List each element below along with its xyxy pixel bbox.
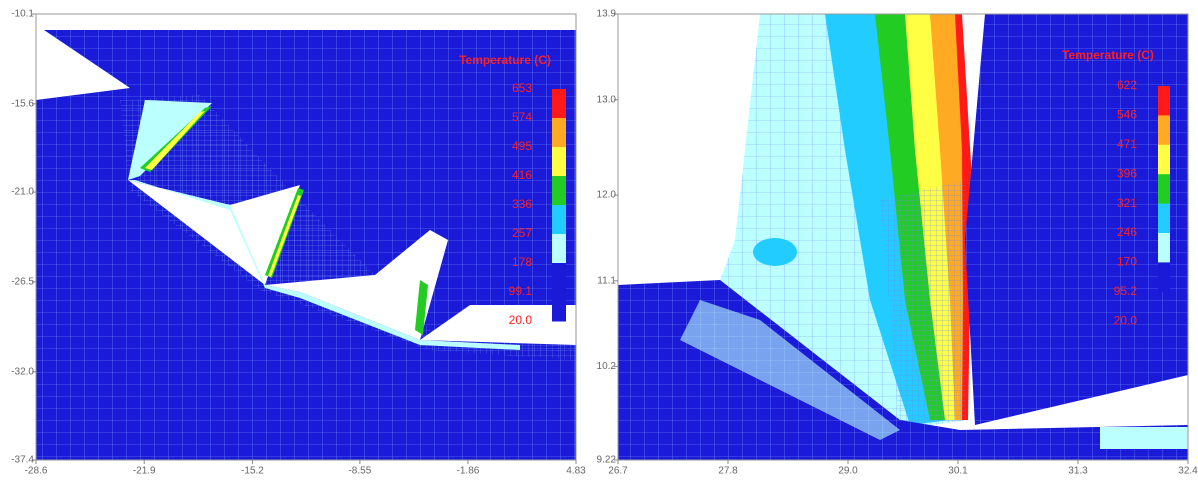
- colorbar-segment: [552, 176, 566, 206]
- y-tick-label: 11.1: [597, 275, 616, 286]
- colorbar-segment: [1158, 144, 1170, 175]
- plot-frame: [35, 13, 577, 461]
- legend-level: 622: [1117, 78, 1137, 92]
- legend-title: Temperature (C): [459, 53, 551, 67]
- legend-level: 546: [1117, 108, 1137, 122]
- x-tick-label: 26.7: [608, 466, 628, 477]
- legend-level: 495: [512, 139, 532, 153]
- x-tick-label: 31.3: [1068, 466, 1088, 477]
- y-tick-label: -37.4: [11, 455, 34, 466]
- x-tick-label: -8.55: [348, 466, 371, 477]
- x-tick-label: -15.2: [241, 466, 264, 477]
- x-tick-label: -21.9: [133, 466, 156, 477]
- colorbar-segment: [552, 263, 566, 293]
- x-tick-label: 30.1: [948, 466, 968, 477]
- legend-level: 20.0: [509, 313, 533, 327]
- legend-level: 471: [1117, 137, 1137, 151]
- colorbar-segment: [1158, 115, 1170, 146]
- colorbar-segment: [552, 89, 566, 119]
- y-tick-label: 9.22: [597, 455, 617, 466]
- y-tick-label: 13.9: [597, 9, 617, 20]
- y-tick-label: 13.0: [597, 94, 617, 105]
- colorbar-segment: [1158, 203, 1170, 234]
- colorbar-segment: [1158, 262, 1170, 293]
- legend-level: 170: [1117, 255, 1137, 269]
- y-tick-label: 12.0: [597, 190, 617, 201]
- legend-level: 178: [512, 255, 532, 269]
- y-tick-label: 10.2: [597, 361, 617, 372]
- legend-level: 246: [1117, 225, 1137, 239]
- legend-level: 257: [512, 226, 532, 240]
- plot-frame: [617, 13, 1189, 461]
- y-tick-label: -32.0: [11, 366, 34, 377]
- legend-level: 416: [512, 168, 532, 182]
- legend-level: 95.2: [1114, 284, 1138, 298]
- y-tick-label: -15.6: [11, 98, 34, 109]
- left-field: [36, 14, 576, 460]
- colorbar-segment: [552, 118, 566, 148]
- legend-level: 99.1: [509, 284, 533, 298]
- legend-level: 653: [512, 81, 532, 95]
- colorbar-segment: [1158, 233, 1170, 263]
- legend-title: Temperature (C): [1062, 48, 1154, 62]
- legend-level: 396: [1117, 166, 1137, 180]
- legend-level: 336: [512, 197, 532, 211]
- y-tick-label: -26.5: [11, 277, 34, 288]
- x-tick-label: 27.8: [718, 466, 738, 477]
- legend-level: 20.0: [1114, 313, 1138, 327]
- x-tick-label: -1.86: [457, 466, 480, 477]
- colorbar-segment: [552, 147, 566, 177]
- x-tick-label: 29.0: [838, 466, 858, 477]
- x-tick-label: -28.6: [25, 466, 48, 477]
- colorbar-segment: [552, 205, 566, 235]
- y-tick-label: -21.0: [11, 187, 34, 198]
- colorbar-segment: [552, 234, 566, 264]
- legend-level: 321: [1117, 196, 1137, 210]
- colorbar-segment: [552, 292, 566, 322]
- x-tick-label: 32.4: [1178, 466, 1198, 477]
- x-tick-label: 4.83: [566, 466, 586, 477]
- colorbar-segment: [1158, 174, 1170, 205]
- legend-level: 574: [512, 110, 532, 124]
- y-tick-label: -10.1: [11, 9, 34, 20]
- colorbar-segment: [1158, 86, 1170, 116]
- right-field: [618, 14, 1188, 460]
